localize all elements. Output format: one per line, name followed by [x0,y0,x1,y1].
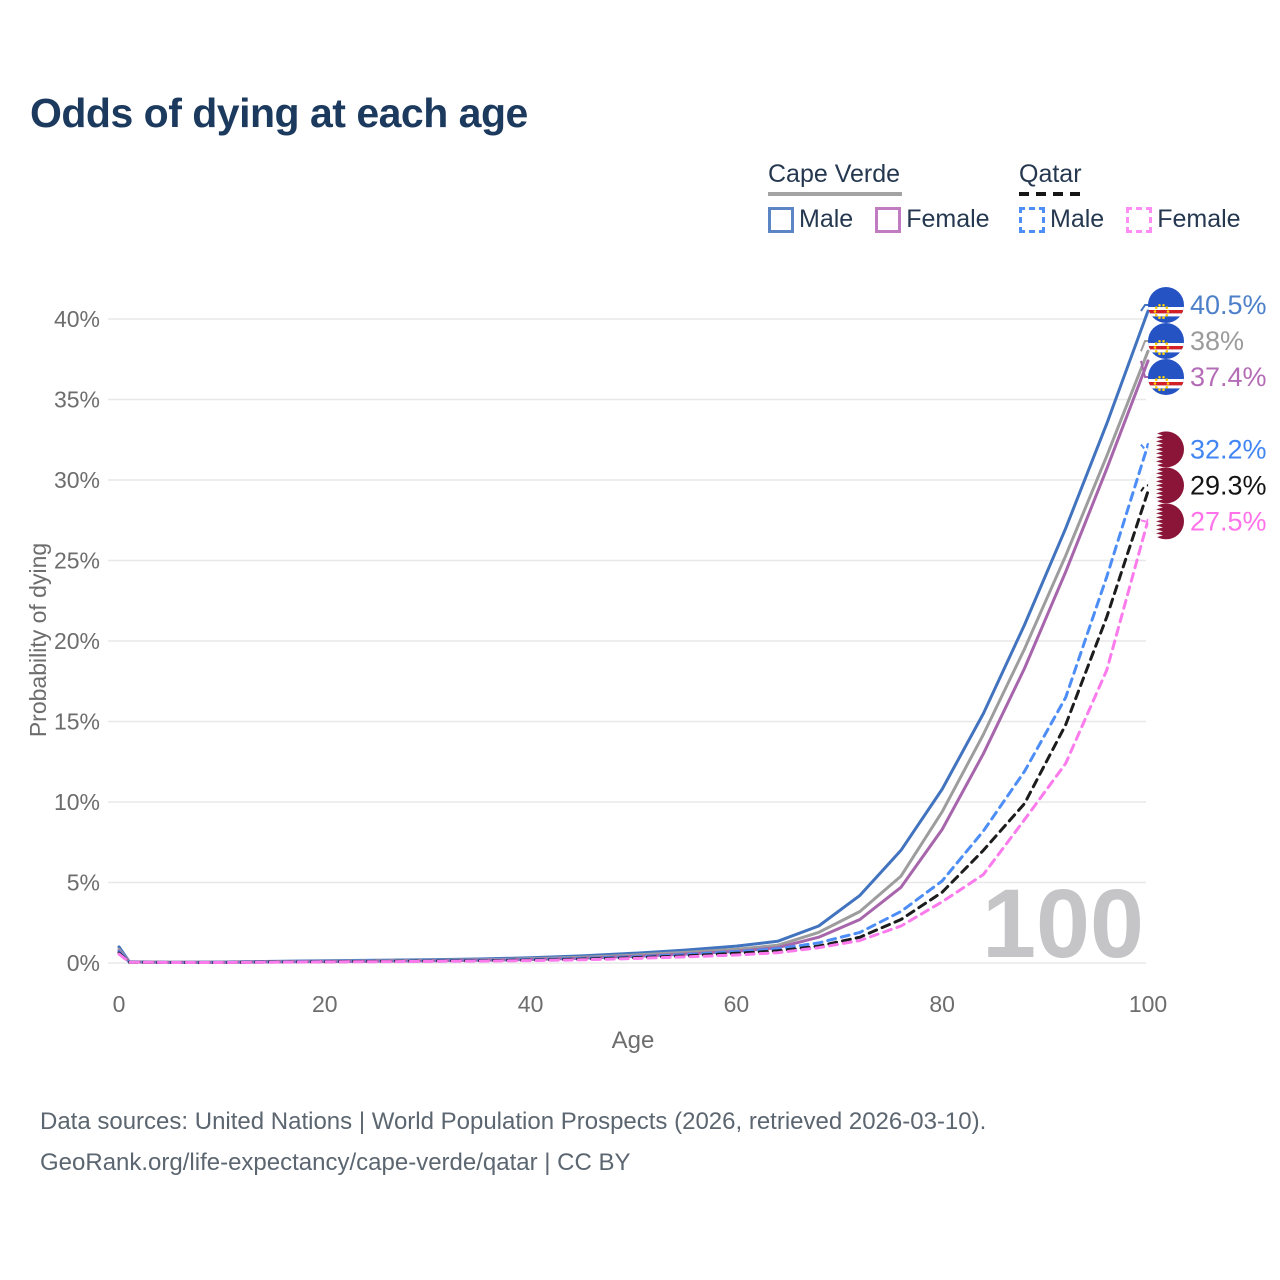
flag-qatar-icon [1148,467,1184,504]
x-tick-label: 60 [724,991,750,1017]
x-axis-title: Age [612,1027,655,1054]
legend-label-qatar-male: Male [1050,205,1105,233]
end-connector [1140,484,1149,492]
end-value-label-cape-verde-female: 37.4% [1190,362,1267,392]
x-tick-label: 20 [312,991,338,1017]
legend-checkbox-qatar-male[interactable] [1019,206,1045,233]
end-connector [1140,340,1149,352]
legend-item-qatar-male[interactable]: Male [1019,205,1104,234]
y-tick-label: 40% [54,306,100,332]
series-line-qatar-female [117,518,1150,964]
y-tick-label: 35% [54,387,100,413]
flag-qatar-icon [1148,503,1184,540]
page-title: Odds of dying at each age [30,90,528,136]
y-tick-label: 15% [54,709,100,735]
series-line-qatar-male [117,443,1150,964]
end-value-label-qatar-both: 29.3% [1190,470,1267,500]
legend-country-qatar: Qatar [1019,160,1082,188]
end-value-label-cape-verde-both: 38% [1190,326,1244,356]
legend-group-cape-verde: Cape Verde Male Female [768,160,990,234]
y-tick-label: 30% [54,467,100,493]
end-connector [1140,443,1149,451]
x-tick-label: 40 [518,991,544,1017]
legend-checkbox-cape-verde-female[interactable] [875,206,902,233]
legend-item-qatar-female[interactable]: Female [1126,205,1241,234]
x-tick-label: 0 [113,991,126,1017]
legend-label-qatar-female: Female [1157,205,1241,233]
legend-underline-dashed [1019,192,1086,196]
series-line-cape-verde-male [117,309,1150,964]
legend-checkbox-qatar-female[interactable] [1126,206,1153,233]
legend-checkbox-cape-verde-male[interactable] [768,206,794,233]
y-tick-label: 20% [54,628,100,654]
flag-qatar-icon [1148,431,1184,468]
attribution-note: GeoRank.org/life-expectancy/cape-verde/q… [40,1149,631,1176]
y-axis-title: Probability of dying [25,543,51,737]
legend-group-qatar: Qatar Male Female [1019,160,1241,234]
legend-label-cape-verde-female: Female [906,205,990,233]
flag-cape-verde-icon [1148,359,1184,396]
data-sources-note: Data sources: United Nations | World Pop… [40,1108,987,1135]
end-connector [1140,304,1149,312]
y-tick-label: 10% [54,789,100,815]
x-tick-label: 100 [1129,991,1167,1017]
end-value-label-qatar-female: 27.5% [1190,506,1267,536]
flag-cape-verde-icon [1148,323,1184,360]
legend-label-cape-verde-male: Male [799,205,854,233]
legend-item-cape-verde-male[interactable]: Male [768,205,853,234]
end-connector [1140,360,1149,378]
age-watermark: 100 [982,869,1144,978]
end-value-label-cape-verde-male: 40.5% [1190,290,1267,320]
y-tick-label: 5% [67,870,100,896]
end-connector [1140,519,1149,523]
y-tick-label: 25% [54,548,100,574]
x-tick-label: 80 [929,991,955,1017]
flag-cape-verde-icon [1148,287,1184,324]
end-value-label-qatar-male: 32.2% [1190,434,1267,464]
legend-item-cape-verde-female[interactable]: Female [875,205,990,234]
y-tick-label: 0% [67,950,100,976]
legend-underline-solid [768,192,902,196]
legend-country-cape-verde: Cape Verde [768,160,901,188]
